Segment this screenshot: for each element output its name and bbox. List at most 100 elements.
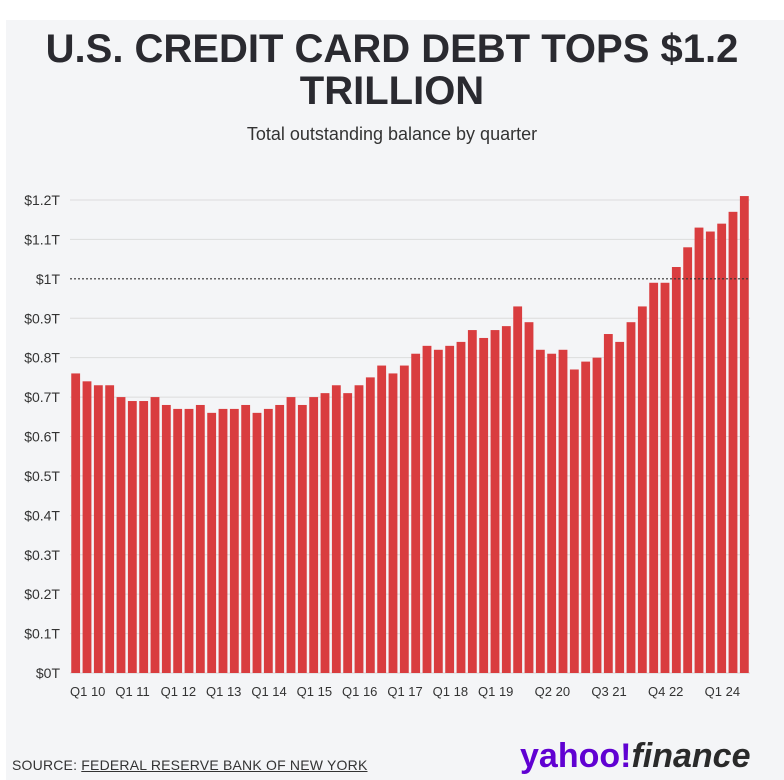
bar: [717, 223, 727, 673]
y-tick-label: $0.5T: [24, 468, 60, 484]
bar: [184, 408, 194, 673]
bar: [524, 322, 534, 673]
yahoo-finance-logo: yahoo!finance: [520, 737, 751, 775]
y-tick-labels: $0T $0.1T $0.2T $0.3T $0.4T $0.5T $0.6T $0.7T $0…: [24, 192, 60, 681]
bar: [513, 306, 523, 673]
y-tick-label: $1.2T: [24, 192, 60, 208]
bar: [467, 330, 477, 673]
bar: [660, 282, 670, 673]
x-tick-label: Q1 15: [297, 684, 332, 699]
bar: [683, 247, 693, 674]
bar: [569, 369, 579, 673]
y-tick-label: $0.2T: [24, 586, 60, 602]
bar: [354, 385, 364, 673]
bar: [263, 408, 273, 673]
logo-finance: finance: [631, 737, 751, 775]
x-tick-label: Q1 12: [161, 684, 196, 699]
bar: [105, 385, 115, 673]
bar: [82, 381, 92, 673]
bar: [286, 397, 296, 673]
bar: [603, 334, 613, 673]
bar: [456, 341, 466, 673]
bar: [116, 397, 126, 673]
source-note: SOURCE: FEDERAL RESERVE BANK OF NEW YORK: [12, 757, 368, 773]
bar: [739, 196, 749, 673]
bar: [229, 408, 239, 673]
x-tick-label: Q1 24: [705, 684, 740, 699]
bar: [649, 282, 659, 673]
bar: [671, 267, 681, 673]
bar: [445, 345, 455, 673]
y-tick-label: $0.7T: [24, 389, 60, 405]
y-tick-label: $1T: [36, 271, 61, 287]
bar: [71, 373, 81, 673]
y-tick-label: $0.9T: [24, 310, 60, 326]
bar: [195, 404, 205, 673]
bar: [139, 401, 149, 673]
bar: [297, 404, 307, 673]
bar: [320, 393, 330, 673]
bar: [309, 397, 319, 673]
bar: [241, 404, 251, 673]
bar: [399, 365, 409, 673]
bar: [637, 306, 647, 673]
bar: [490, 330, 500, 673]
x-tick-label: Q1 13: [206, 684, 241, 699]
bar: [331, 385, 341, 673]
bar: [127, 401, 137, 673]
bar: [547, 353, 557, 673]
logo-yahoo: yahoo!: [520, 737, 632, 775]
y-tick-label: $1.1T: [24, 231, 60, 247]
x-tick-label: Q1 16: [342, 684, 377, 699]
bar: [93, 385, 103, 673]
bar: [173, 408, 183, 673]
bar: [728, 211, 738, 673]
x-tick-labels: Q1 10 Q1 11 Q1 12 Q1 13 Q1 14 Q1 15 Q1 16 Q1 17…: [70, 684, 740, 699]
y-tick-label: $0.4T: [24, 507, 60, 523]
x-tick-label: Q3 21: [591, 684, 626, 699]
bar: [411, 353, 421, 673]
y-tick-label: $0.3T: [24, 547, 60, 563]
source-link[interactable]: FEDERAL RESERVE BANK OF NEW YORK: [81, 757, 368, 773]
bar: [218, 408, 228, 673]
bar: [479, 337, 489, 673]
y-tick-label: $0T: [36, 665, 61, 681]
x-tick-label: Q2 20: [535, 684, 570, 699]
bar: [581, 361, 591, 673]
x-tick-label: Q1 11: [115, 684, 149, 699]
x-tick-label: Q1 19: [478, 684, 513, 699]
y-tick-label: $0.6T: [24, 429, 60, 445]
bar: [252, 412, 262, 673]
bar: [433, 349, 443, 673]
bar: [615, 341, 625, 673]
chart-subtitle: Total outstanding balance by quarter: [246, 124, 538, 144]
bar: [558, 349, 568, 673]
y-tick-label: $0.1T: [24, 626, 60, 642]
y-tick-label: $0.8T: [24, 350, 60, 366]
bar-chart: $0T $0.1T $0.2T $0.3T $0.4T $0.5T $0.6T $0.7T $0…: [24, 192, 750, 699]
bar: [535, 349, 545, 673]
bars: [71, 196, 749, 674]
bar: [275, 404, 285, 673]
bar: [501, 326, 511, 673]
bar: [377, 365, 387, 673]
bar: [161, 404, 171, 673]
bar: [705, 231, 715, 673]
bar: [388, 373, 398, 673]
x-tick-label: Q1 10: [70, 684, 105, 699]
grid-lines: [70, 199, 750, 674]
bar: [365, 377, 375, 674]
bar: [626, 322, 636, 673]
x-tick-label: Q4 22: [648, 684, 683, 699]
bar: [422, 345, 432, 673]
bar: [150, 397, 160, 673]
source-prefix: SOURCE:: [12, 757, 82, 773]
bar: [592, 357, 602, 673]
bar: [207, 412, 217, 673]
bar: [694, 227, 704, 673]
chart-title: U.S. CREDIT CARD DEBT TOPS $1.2 TRILLION: [45, 27, 739, 113]
x-tick-label: Q1 17: [387, 684, 422, 699]
bar: [343, 393, 353, 673]
x-tick-label: Q1 18: [433, 684, 468, 699]
x-tick-label: Q1 14: [251, 684, 286, 699]
